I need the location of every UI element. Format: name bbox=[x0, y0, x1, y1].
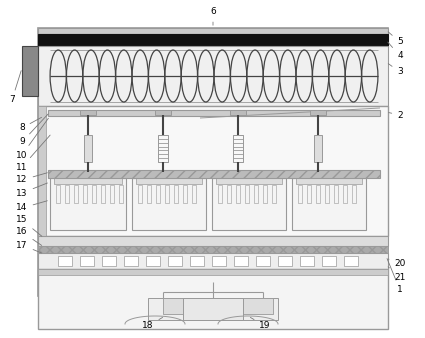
Bar bbox=[38, 106, 388, 236]
Bar bbox=[58, 256, 72, 266]
Bar bbox=[174, 185, 178, 203]
Bar bbox=[132, 178, 206, 230]
Bar bbox=[263, 185, 267, 203]
Text: 19: 19 bbox=[250, 317, 271, 331]
Bar bbox=[292, 178, 366, 230]
Text: 10: 10 bbox=[16, 118, 48, 160]
Bar bbox=[168, 256, 182, 266]
Text: 14: 14 bbox=[16, 201, 47, 213]
Text: 5: 5 bbox=[388, 32, 403, 47]
Text: 9: 9 bbox=[19, 114, 48, 146]
Bar bbox=[298, 185, 302, 203]
Text: 17: 17 bbox=[16, 241, 41, 253]
Bar bbox=[48, 170, 380, 178]
Bar bbox=[325, 185, 329, 203]
Text: 21: 21 bbox=[388, 267, 406, 282]
Bar bbox=[156, 185, 160, 203]
Text: 15: 15 bbox=[16, 216, 42, 236]
Bar bbox=[190, 256, 204, 266]
Text: 6: 6 bbox=[210, 7, 216, 25]
Bar bbox=[138, 185, 142, 203]
Bar bbox=[256, 256, 270, 266]
Bar bbox=[234, 256, 248, 266]
Bar bbox=[314, 135, 322, 162]
Bar bbox=[272, 185, 276, 203]
Bar bbox=[310, 110, 326, 115]
Bar bbox=[192, 185, 196, 203]
Text: 12: 12 bbox=[16, 173, 47, 185]
Text: 20: 20 bbox=[388, 259, 406, 268]
Bar bbox=[212, 256, 226, 266]
Bar bbox=[38, 34, 388, 46]
Text: 7: 7 bbox=[9, 71, 21, 104]
Bar bbox=[124, 256, 138, 266]
Text: 2: 2 bbox=[389, 111, 403, 120]
Bar bbox=[230, 110, 246, 115]
Bar bbox=[334, 185, 338, 203]
Bar bbox=[48, 110, 380, 116]
Bar bbox=[56, 185, 60, 203]
Bar bbox=[322, 256, 336, 266]
Text: 8: 8 bbox=[19, 117, 42, 132]
Bar bbox=[119, 185, 123, 203]
Bar bbox=[146, 256, 160, 266]
Bar bbox=[102, 256, 116, 266]
Bar bbox=[38, 246, 388, 253]
Bar bbox=[147, 185, 151, 203]
Text: 13: 13 bbox=[16, 183, 48, 197]
Bar bbox=[352, 185, 356, 203]
Bar bbox=[38, 46, 388, 106]
Bar bbox=[183, 185, 187, 203]
Bar bbox=[22, 46, 38, 96]
Bar bbox=[183, 298, 243, 320]
Bar bbox=[316, 185, 320, 203]
Text: 3: 3 bbox=[388, 64, 403, 76]
Bar bbox=[344, 256, 358, 266]
Bar bbox=[83, 185, 87, 203]
Bar bbox=[245, 185, 249, 203]
Bar bbox=[65, 185, 69, 203]
Bar bbox=[110, 185, 114, 203]
Bar bbox=[212, 178, 286, 230]
Bar bbox=[80, 110, 96, 115]
Bar bbox=[218, 185, 222, 203]
Bar bbox=[38, 253, 388, 269]
Bar bbox=[155, 110, 171, 115]
Bar bbox=[254, 185, 258, 203]
Bar bbox=[233, 135, 243, 162]
Bar bbox=[84, 135, 92, 162]
Bar bbox=[38, 106, 46, 236]
Text: 18: 18 bbox=[142, 317, 163, 331]
Bar bbox=[136, 178, 202, 184]
Bar bbox=[233, 298, 273, 314]
Text: 11: 11 bbox=[16, 135, 50, 171]
Bar bbox=[50, 178, 126, 230]
Bar bbox=[38, 28, 388, 34]
Bar bbox=[165, 185, 169, 203]
Bar bbox=[236, 185, 240, 203]
Bar bbox=[38, 236, 388, 246]
Bar bbox=[74, 185, 78, 203]
Bar bbox=[278, 256, 292, 266]
Bar bbox=[216, 178, 282, 184]
Bar bbox=[158, 135, 168, 162]
Bar bbox=[54, 178, 122, 184]
Bar bbox=[38, 269, 388, 275]
Text: 4: 4 bbox=[388, 42, 403, 61]
Bar bbox=[227, 185, 231, 203]
Text: 1: 1 bbox=[387, 259, 403, 294]
Bar bbox=[343, 185, 347, 203]
Bar bbox=[101, 185, 105, 203]
Bar bbox=[300, 256, 314, 266]
Bar bbox=[163, 298, 203, 314]
Bar bbox=[38, 269, 388, 329]
Bar bbox=[148, 298, 278, 320]
Bar bbox=[80, 256, 94, 266]
Bar bbox=[38, 28, 388, 296]
Bar bbox=[307, 185, 311, 203]
Bar bbox=[92, 185, 96, 203]
Text: 16: 16 bbox=[16, 227, 42, 245]
Bar bbox=[296, 178, 362, 184]
